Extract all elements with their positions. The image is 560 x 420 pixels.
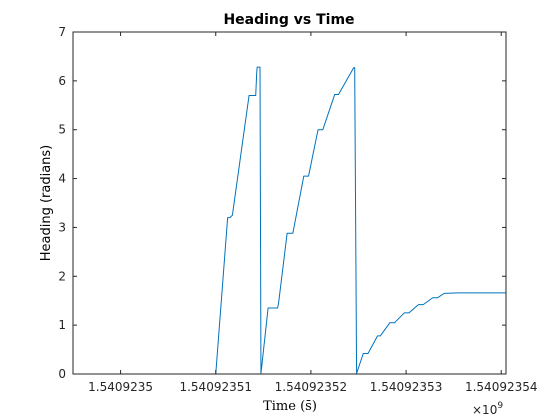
x-axis-ticks: 1.5409235 1.54092351 1.54092352 1.54092353 1… [88, 32, 538, 394]
x-tick-label: 1.54092352 [275, 380, 348, 394]
x-axis-label: Time (s̄) [263, 399, 317, 414]
chart-marks [96, 66, 506, 375]
x-tick-label: 1.54092354 [465, 380, 538, 394]
y-tick-label: 6 [58, 74, 66, 88]
y-tick-label: 0 [58, 367, 66, 381]
y-tick-label: 2 [58, 269, 66, 283]
x-multiplier-base: ×10 [472, 403, 497, 417]
chart-title: Heading vs Time [223, 12, 354, 28]
x-tick-label: 1.5409235 [88, 380, 153, 394]
x-multiplier-exponent: 9 [497, 401, 503, 411]
y-tick-label: 3 [58, 220, 66, 234]
plot-area [73, 32, 506, 374]
axes-box [72, 31, 507, 375]
x-tick-label: 1.54092353 [370, 380, 443, 394]
y-tick-label: 7 [58, 25, 66, 39]
y-tick-label: 5 [58, 123, 66, 137]
x-axis-multiplier: ×109 [472, 401, 503, 417]
y-tick-label: 4 [58, 172, 66, 186]
y-tick-label: 1 [58, 318, 66, 332]
series-line-0 [96, 66, 506, 375]
y-axis-label: Heading (radians) [39, 145, 54, 262]
y-axis-ticks: 0 1 2 3 4 5 6 7 [58, 25, 506, 381]
x-tick-label: 1.54092351 [179, 380, 252, 394]
